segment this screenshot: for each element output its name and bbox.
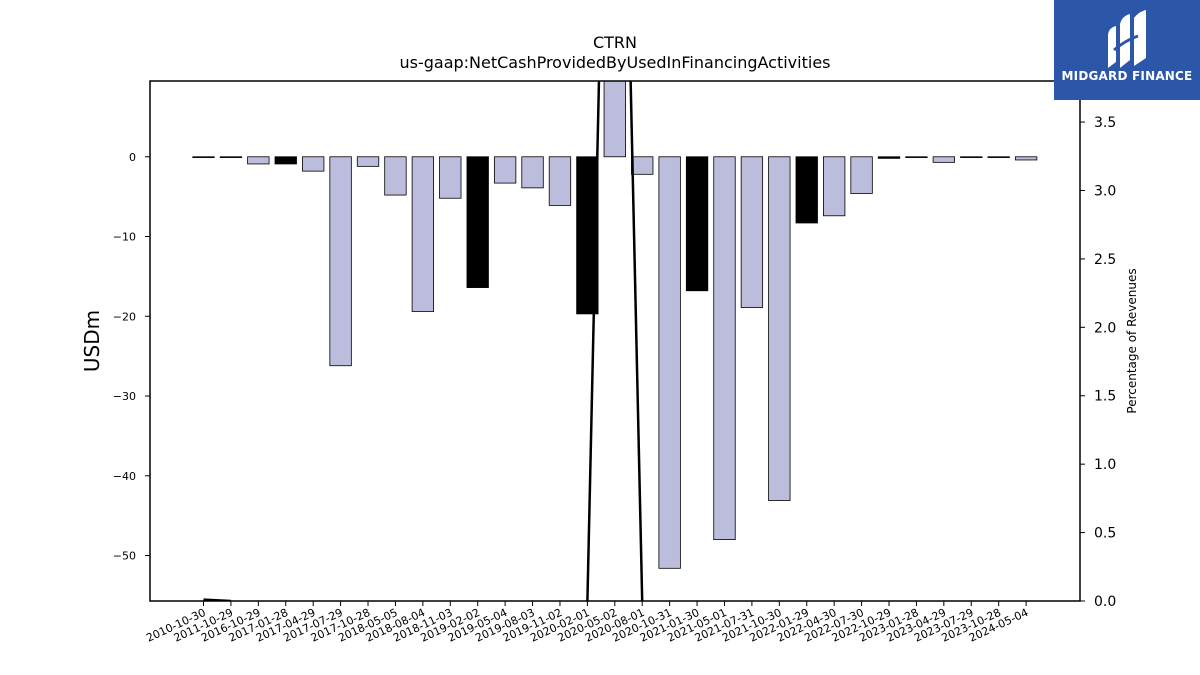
right-tick-label: 0.0 xyxy=(1094,594,1116,610)
bar-2020-10-31 xyxy=(658,156,681,569)
left-tick-label: −30 xyxy=(113,390,136,403)
chart-title: CTRN xyxy=(593,33,637,52)
bar-2022-07-30 xyxy=(850,156,873,194)
bar-2018-08-04 xyxy=(411,156,435,312)
bar-2019-02-02 xyxy=(466,156,489,288)
bar-2021-10-30 xyxy=(768,156,791,501)
left-tick-label: −20 xyxy=(113,310,136,323)
right-tick-label: 1.0 xyxy=(1094,457,1116,473)
right-axis: 0.0 0.5 1.0 1.5 2.0 2.5 3.0 3.5 xyxy=(1080,115,1116,610)
bar-2024-05-04 xyxy=(1014,156,1038,161)
bar-2011-10-29 xyxy=(219,156,243,158)
plot-frame xyxy=(149,80,1081,602)
bar-2023-01-28 xyxy=(905,156,928,158)
y-axis-label-right: Percentage of Revenues xyxy=(1125,268,1139,413)
bar-2022-04-30 xyxy=(823,156,846,217)
left-tick-label: −50 xyxy=(113,550,136,563)
left-tick-label: −40 xyxy=(113,470,136,483)
right-tick-label: 2.5 xyxy=(1094,252,1116,268)
left-tick-label: −10 xyxy=(113,231,136,244)
bar-2019-05-04 xyxy=(493,156,517,184)
right-tick-label: 0.5 xyxy=(1094,526,1116,542)
bar-2020-05-02 xyxy=(603,80,626,158)
bar-2018-05-05 xyxy=(384,156,407,196)
bar-2022-01-29 xyxy=(795,156,818,224)
bar-2021-05-01 xyxy=(713,156,736,540)
bar-2019-11-02 xyxy=(548,156,572,206)
left-tick-label: 0 xyxy=(129,151,136,164)
logo-text: MIDGARD FINANCE xyxy=(1061,69,1193,83)
bar-2023-04-29 xyxy=(932,156,955,163)
bar-2019-08-03 xyxy=(521,156,544,189)
bar-2020-02-01 xyxy=(576,156,599,315)
pct-of-revenues-line-1 xyxy=(586,81,644,601)
right-tick-label: 1.5 xyxy=(1094,389,1116,405)
right-tick-label: 3.5 xyxy=(1094,115,1116,131)
bar-2017-10-28 xyxy=(356,156,380,167)
bar-2020-08-01 xyxy=(631,156,654,175)
bar-2023-10-28 xyxy=(987,156,1010,158)
right-tick-label: 2.0 xyxy=(1094,320,1116,336)
bar-2017-07-29 xyxy=(329,156,352,367)
bar-2010-10-30 xyxy=(192,156,215,158)
bar-2018-11-03 xyxy=(439,156,462,199)
bar-2016-10-29 xyxy=(247,156,270,165)
midgard-logo-icon xyxy=(1108,10,1146,68)
right-tick-label: 3.0 xyxy=(1094,183,1116,199)
bar-2022-10-29 xyxy=(877,156,901,159)
bar-2017-04-29 xyxy=(302,156,325,172)
bar-2023-07-29 xyxy=(960,156,983,158)
bar-2021-01-30 xyxy=(685,156,709,292)
chart-subtitle: us-gaap:NetCashProvidedByUsedInFinancing… xyxy=(399,53,830,72)
bar-2017-01-28 xyxy=(274,156,297,165)
bars-group xyxy=(192,80,1038,569)
left-axis: 0 −10 −20 −30 −40 −50 xyxy=(113,151,150,563)
midgard-finance-logo: MIDGARD FINANCE xyxy=(1054,0,1200,100)
y-axis-label-left: USDm xyxy=(80,310,104,372)
bar-2021-07-31 xyxy=(740,156,764,308)
x-axis: 2010-10-302011-10-292016-10-292017-01-28… xyxy=(144,601,1030,645)
